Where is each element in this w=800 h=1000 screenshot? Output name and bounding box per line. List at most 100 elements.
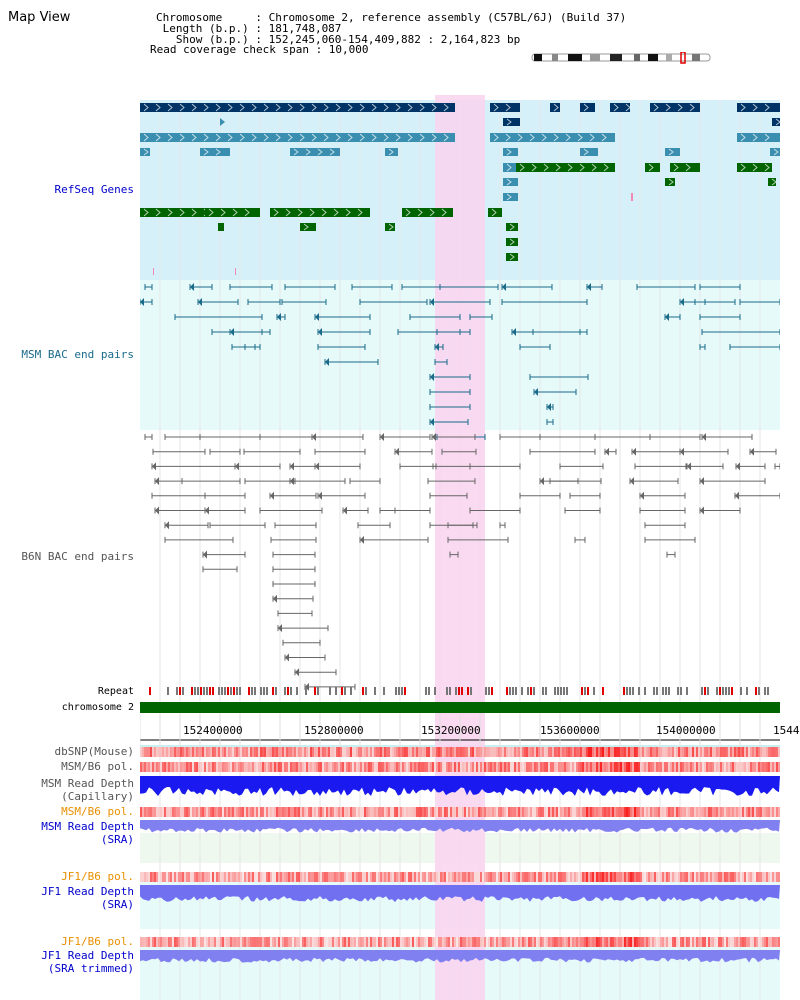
heat-cell	[302, 937, 304, 947]
heat-cell	[346, 807, 348, 817]
heat-cell	[242, 747, 244, 757]
heat-cell	[326, 747, 328, 757]
heat-cell	[326, 807, 328, 817]
heat-cell	[658, 762, 660, 772]
repeat-block	[530, 687, 532, 695]
heat-cell	[396, 762, 398, 772]
heat-cell	[546, 872, 548, 882]
heat-cell	[712, 807, 714, 817]
repeat-block	[365, 687, 367, 695]
heat-cell	[712, 747, 714, 757]
heat-cell	[348, 872, 350, 882]
heat-cell	[680, 807, 682, 817]
heat-cell	[672, 937, 674, 947]
heat-cell	[170, 747, 172, 757]
bac-end-arrow	[605, 447, 609, 456]
heat-cell	[404, 762, 406, 772]
heat-cell	[494, 762, 496, 772]
heat-cell	[552, 872, 554, 882]
heat-cell	[716, 872, 718, 882]
heat-cell	[220, 807, 222, 817]
heat-cell	[322, 872, 324, 882]
repeat-block	[344, 687, 346, 695]
gene-strand-arrow	[773, 148, 779, 156]
heat-cell	[394, 747, 396, 757]
heat-cell	[578, 807, 580, 817]
heat-cell	[760, 807, 762, 817]
heat-cell	[286, 937, 288, 947]
heat-cell	[364, 747, 366, 757]
repeat-block	[182, 687, 184, 695]
heat-cell	[734, 872, 736, 882]
heat-cell	[678, 872, 680, 882]
heat-cell	[656, 937, 658, 947]
heat-cell	[352, 937, 354, 947]
heat-cell	[456, 807, 458, 817]
heat-cell	[222, 937, 224, 947]
heat-cell	[476, 872, 478, 882]
ruler-tick-label: 154000000	[656, 724, 716, 737]
heat-cell	[488, 937, 490, 947]
heat-cell	[546, 762, 548, 772]
heat-cell	[580, 872, 582, 882]
heat-cell	[188, 747, 190, 757]
heat-cell	[544, 937, 546, 947]
heat-cell	[596, 872, 598, 882]
gene-strand-arrow	[143, 133, 149, 142]
genome-map-panel[interactable]	[140, 95, 780, 1000]
heat-cell	[274, 872, 276, 882]
heat-cell	[220, 762, 222, 772]
heat-cell	[410, 747, 412, 757]
heat-cell	[454, 747, 456, 757]
gene-strand-arrow	[431, 133, 437, 142]
heat-cell	[670, 807, 672, 817]
chromosome-ideogram[interactable]	[530, 52, 712, 64]
heat-cell	[726, 937, 728, 947]
heat-cell	[482, 747, 484, 757]
genome-tracks-svg[interactable]	[140, 95, 780, 1000]
heat-cell	[706, 937, 708, 947]
heat-cell	[620, 747, 622, 757]
heat-cell	[152, 807, 154, 817]
heat-cell	[172, 762, 174, 772]
heat-cell	[576, 747, 578, 757]
heat-cell	[728, 762, 730, 772]
heat-cell	[398, 872, 400, 882]
heat-cell	[338, 807, 340, 817]
heat-cell	[776, 747, 778, 757]
heat-cell	[726, 762, 728, 772]
gene-strand-arrow	[143, 208, 149, 217]
repeat-block	[260, 687, 262, 695]
heat-cell	[164, 807, 166, 817]
heat-cell	[754, 747, 756, 757]
heat-cell	[426, 807, 428, 817]
heat-cell	[368, 872, 370, 882]
heat-cell	[212, 872, 214, 882]
gene-strand-arrow	[335, 103, 341, 112]
heat-cell	[210, 872, 212, 882]
heat-cell	[140, 937, 142, 947]
heat-cell	[494, 807, 496, 817]
heat-cell	[308, 807, 310, 817]
heat-cell	[534, 747, 536, 757]
heat-cell	[404, 872, 406, 882]
repeat-block	[686, 687, 688, 695]
heat-cell	[622, 747, 624, 757]
heat-cell	[166, 937, 168, 947]
heat-cell	[276, 937, 278, 947]
heat-cell	[738, 747, 740, 757]
heat-cell	[674, 807, 676, 817]
heat-cell	[490, 807, 492, 817]
gene-strand-arrow	[506, 163, 512, 172]
heat-cell	[444, 937, 446, 947]
heat-cell	[308, 747, 310, 757]
heat-cell	[240, 807, 242, 817]
repeat-block	[716, 687, 718, 695]
gene-strand-arrow	[625, 103, 631, 112]
heat-cell	[744, 872, 746, 882]
heat-cell	[450, 762, 452, 772]
heat-cell	[390, 937, 392, 947]
heat-cell	[776, 937, 778, 947]
heat-cell	[342, 872, 344, 882]
heat-cell	[674, 762, 676, 772]
